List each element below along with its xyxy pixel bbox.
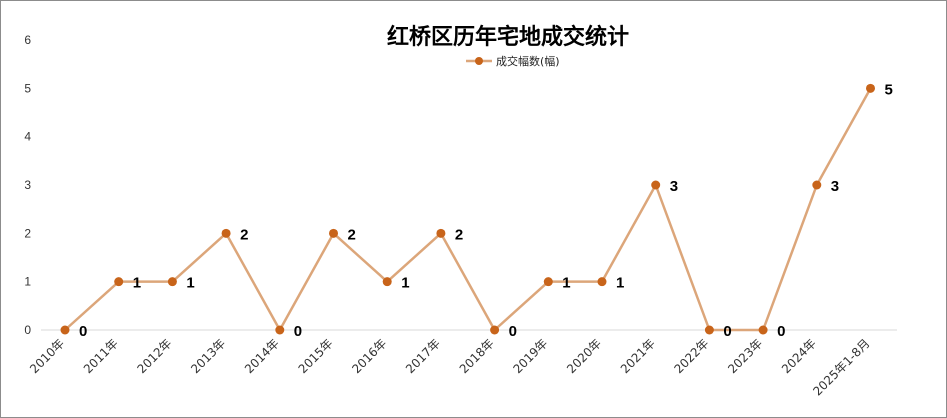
data-label: 2 [348,226,356,243]
legend-label: 成交幅数(幅) [496,54,560,68]
x-tick-label: 2014年 [242,336,282,376]
y-tick-label: 0 [24,323,31,337]
data-label: 2 [240,226,248,243]
series-line [64,87,872,332]
x-tick-label: 2012年 [135,336,175,376]
data-label: 1 [401,275,409,292]
x-tick-label: 2011年 [81,336,121,376]
x-tick-label: 2025年1-8月 [810,336,872,398]
data-point-marker [382,277,392,287]
data-point-marker [812,180,822,190]
data-point-marker [704,325,714,335]
data-point-marker [275,325,285,335]
legend-marker-swatch [475,57,483,65]
data-label: 0 [294,323,302,340]
data-label: 0 [723,323,731,340]
data-labels: 0 1 1 2 0 2 1 2 0 1 1 3 0 0 3 5 [79,81,893,340]
data-label: 0 [777,323,785,340]
data-point-marker [167,277,177,287]
x-tick-label: 2015年 [296,336,336,376]
data-label: 3 [670,178,678,195]
x-tick-label: 2016年 [349,336,389,376]
y-tick-label: 5 [24,81,31,95]
data-label: 5 [885,81,893,98]
data-point-marker [597,277,607,287]
data-point-marker [651,180,661,190]
data-point-marker [221,228,231,238]
y-tick-label: 6 [24,33,31,47]
x-tick-label: 2021年 [618,336,658,376]
y-tick-label: 1 [24,275,31,289]
data-point-marker [490,325,500,335]
data-label: 1 [562,275,570,292]
chart-title: 红桥区历年宅地成交统计 [387,24,629,50]
data-point-marker [758,325,768,335]
data-point-marker [543,277,553,287]
data-label: 1 [616,275,624,292]
x-tick-label: 2013年 [188,336,228,376]
data-label: 3 [831,178,839,195]
data-point-marker [329,228,338,238]
data-point-marker [60,325,70,335]
y-tick-label: 4 [24,130,31,144]
y-axis-ticks: 0 1 2 3 4 5 6 [24,33,31,337]
x-tick-label: 2010年 [27,336,67,376]
y-tick-label: 3 [24,178,31,192]
x-tick-label: 2017年 [403,336,443,376]
data-label: 1 [186,275,194,292]
x-axis-ticks: 2010年 2011年 2012年 2013年 2014年 2015年 2016年 2017年… [27,336,872,398]
x-tick-label: 2019年 [510,336,550,376]
legend: 成交幅数(幅) [466,54,560,68]
data-label: 1 [133,275,141,292]
data-label: 0 [509,323,517,340]
x-tick-label: 2018年 [457,336,497,376]
data-point-marker [114,277,124,287]
data-label: 0 [79,323,87,340]
data-label: 2 [455,226,463,243]
y-tick-label: 2 [24,226,31,240]
series-markers [60,83,875,335]
data-point-marker [866,83,875,93]
x-tick-label: 2022年 [672,336,712,376]
x-tick-label: 2023年 [725,336,765,376]
x-tick-label: 2024年 [779,336,819,376]
data-point-marker [436,228,446,238]
x-tick-label: 2020年 [564,336,604,376]
